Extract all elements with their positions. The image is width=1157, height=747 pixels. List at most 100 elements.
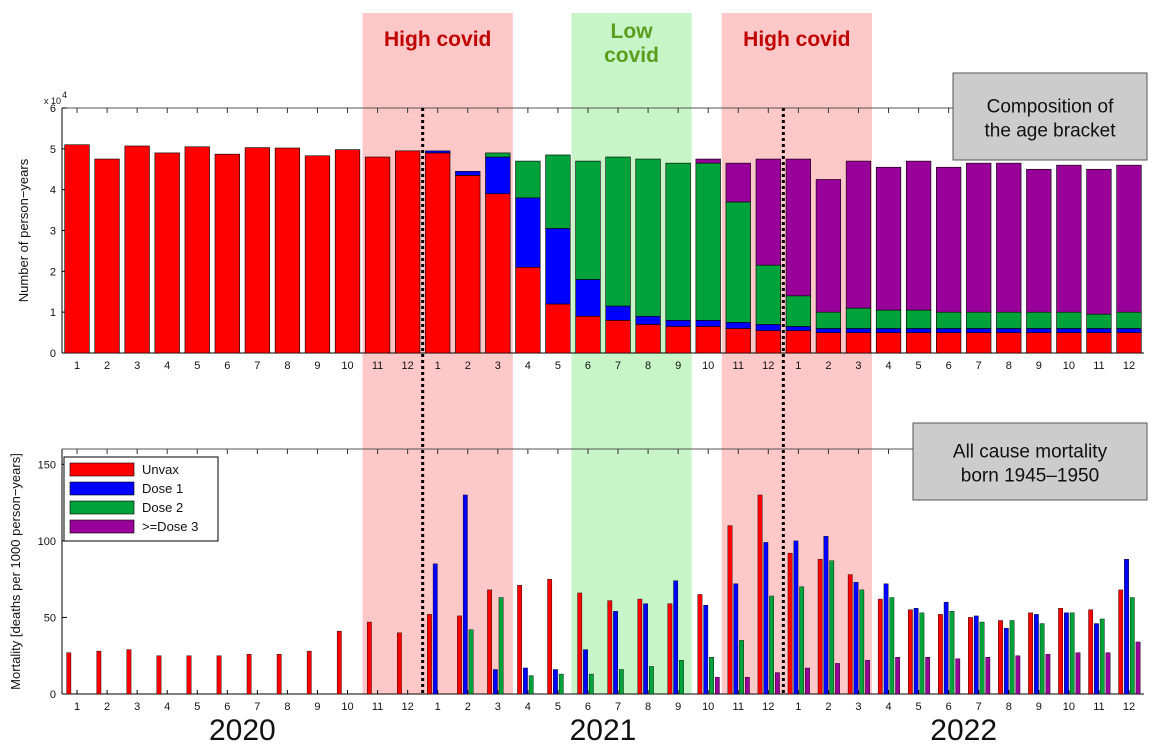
plot2-xtick-label: 8 <box>1006 701 1012 713</box>
plot2-xtick-label: 8 <box>645 701 651 713</box>
bar-unvax-mort-22 <box>697 594 703 695</box>
plot1-xtick-label: 2 <box>104 360 110 372</box>
bar-dose3-35 <box>1086 168 1112 315</box>
bar-dose1-mort-31 <box>973 615 979 695</box>
plot1-xtick-label: 7 <box>254 360 260 372</box>
legend-label-dose1: Dose 1 <box>142 481 183 496</box>
bar-dose3-28 <box>875 166 902 311</box>
bar-dose1-27 <box>845 328 872 333</box>
legend-swatch-dose1 <box>69 481 135 496</box>
bar-dose1-19 <box>605 305 631 321</box>
bar-dose2-16 <box>515 160 541 199</box>
plot1-xtick-label: 5 <box>194 360 200 372</box>
plot2-xtick-label: 9 <box>1036 701 1042 713</box>
bar-dose1-mort-33 <box>1033 614 1039 695</box>
plot1-xtick-label: 1 <box>795 360 801 372</box>
plot2-ytick-label: 0 <box>50 689 56 701</box>
bar-unvax-3 <box>124 145 150 354</box>
plot2-ytick-label: 50 <box>44 612 56 624</box>
bar-dose3-mort-25 <box>805 667 810 695</box>
bar-unvax-mort-11 <box>366 621 372 695</box>
plot2-xtick-label: 3 <box>134 701 140 713</box>
bar-dose1-mort-17 <box>553 669 558 695</box>
plot2-xtick-label: 1 <box>435 701 441 713</box>
bar-unvax-9 <box>304 155 331 354</box>
plot1-xtick-label: 10 <box>702 360 714 372</box>
bar-dose2-25 <box>785 295 811 327</box>
bar-unvax-33 <box>1026 332 1052 354</box>
plot2-xtick-label: 4 <box>164 701 170 713</box>
bar-unvax-mort-7 <box>246 653 252 695</box>
plot2-xtick-label: 11 <box>372 701 383 713</box>
plot1-exponent-power: 4 <box>62 90 67 100</box>
bar-dose1-mort-35 <box>1094 623 1099 695</box>
bar-dose1-mort-36 <box>1124 559 1129 695</box>
bar-dose2-mort-20 <box>649 666 654 695</box>
bar-dose1-mort-34 <box>1064 612 1069 695</box>
bar-unvax-mort-21 <box>667 603 673 695</box>
bar-dose3-26 <box>815 179 842 313</box>
bar-dose2-34 <box>1056 311 1082 329</box>
bar-unvax-35 <box>1086 332 1112 354</box>
bar-dose3-mort-27 <box>865 660 870 695</box>
bar-dose1-mort-26 <box>823 536 829 695</box>
bar-dose1-mort-25 <box>793 540 799 695</box>
year-label-2022: 2022 <box>930 714 997 747</box>
bar-unvax-15 <box>485 193 511 354</box>
bar-unvax-28 <box>875 332 902 354</box>
plot2-xtick-label: 6 <box>585 701 591 713</box>
bar-unvax-mort-28 <box>877 598 883 695</box>
bar-dose2-27 <box>845 307 872 329</box>
plot2-xtick-label: 5 <box>555 701 561 713</box>
bar-dose2-18 <box>575 160 601 280</box>
legend-swatch-dose2 <box>69 500 135 515</box>
bar-dose2-mort-21 <box>679 660 684 695</box>
bar-dose2-17 <box>545 154 571 229</box>
bar-dose2-mort-28 <box>889 597 895 695</box>
bar-unvax-mort-29 <box>907 609 913 695</box>
plot1-ytick-label: 6 <box>50 103 56 115</box>
bar-unvax-23 <box>725 328 751 354</box>
bar-dose1-mort-32 <box>1003 627 1009 695</box>
bar-unvax-mort-27 <box>847 574 853 695</box>
bar-dose2-mort-26 <box>829 560 835 695</box>
plot2-ytick-label: 150 <box>38 459 56 471</box>
bar-dose1-29 <box>905 328 932 333</box>
bar-unvax-mort-6 <box>216 655 222 695</box>
bar-dose3-27 <box>845 160 872 309</box>
bar-unvax-mort-15 <box>487 589 492 695</box>
band-label-1: High covid <box>384 28 491 51</box>
bar-dose3-36 <box>1116 164 1142 313</box>
bar-dose2-35 <box>1086 313 1112 329</box>
bar-unvax-20 <box>635 324 661 354</box>
bar-unvax-11 <box>364 156 391 354</box>
plot2-xtick-label: 12 <box>1123 701 1135 713</box>
bar-dose3-mort-31 <box>985 657 991 695</box>
bar-dose1-mort-21 <box>673 580 679 695</box>
composition-box <box>952 72 1148 161</box>
bar-unvax-mort-35 <box>1088 609 1094 695</box>
plot1-xtick-label: 5 <box>555 360 561 372</box>
bar-dose1-mort-22 <box>703 604 709 695</box>
bar-dose2-29 <box>905 309 932 329</box>
bar-unvax-26 <box>815 332 842 354</box>
bar-dose2-mort-29 <box>919 612 925 695</box>
band-label-3: High covid <box>743 28 850 51</box>
bar-unvax-mort-5 <box>186 655 192 695</box>
plot2-xtick-label: 4 <box>525 701 531 713</box>
plot1-ytick-label: 3 <box>50 226 56 238</box>
bar-unvax-1 <box>64 144 90 354</box>
bar-dose3-23 <box>725 162 751 203</box>
bar-dose1-mort-13 <box>432 563 438 695</box>
bar-unvax-mort-10 <box>336 631 342 695</box>
plot1-xtick-label: 12 <box>762 360 774 372</box>
bar-unvax-mort-26 <box>817 559 823 695</box>
bar-dose1-mort-23 <box>733 583 739 695</box>
band-label-2-line2: covid <box>604 44 659 67</box>
bar-dose3-mort-26 <box>835 663 840 695</box>
plot2-xtick-label: 5 <box>194 701 200 713</box>
bar-dose2-mort-27 <box>859 589 865 695</box>
bar-dose2-32 <box>996 311 1022 329</box>
bar-unvax-16 <box>515 266 541 354</box>
bar-dose3-24 <box>755 158 781 266</box>
